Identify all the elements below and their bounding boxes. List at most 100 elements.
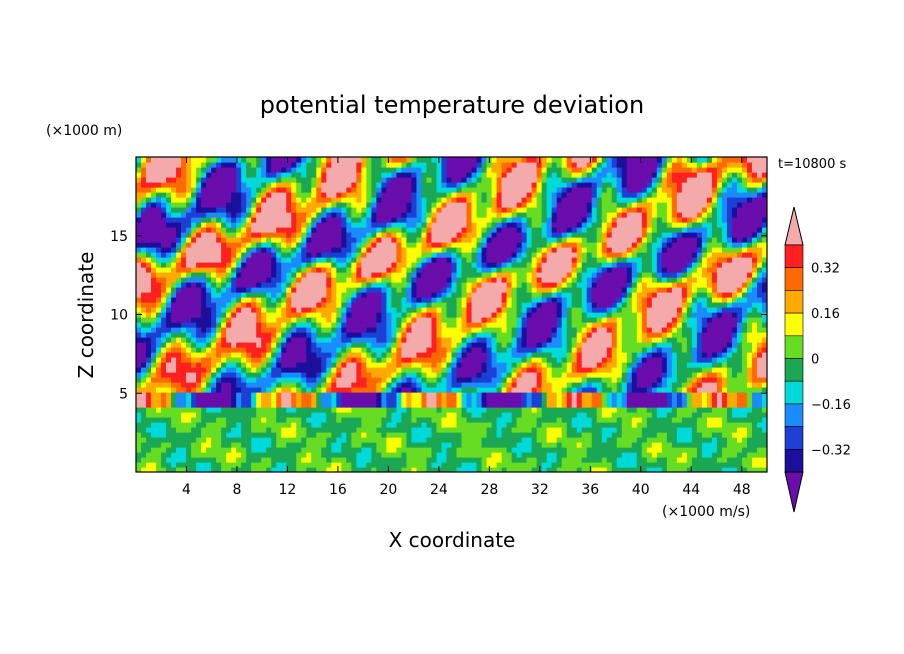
field-cell: [501, 342, 508, 348]
field-cell: [141, 462, 147, 468]
field-cell: [386, 367, 393, 373]
field-cell: [731, 292, 738, 298]
field-cell: [551, 347, 558, 353]
field-cell: [571, 457, 578, 463]
field-cell: [566, 357, 573, 363]
field-cell: [676, 317, 683, 323]
field-cell: [716, 382, 723, 388]
field-cell: [246, 442, 252, 448]
field-cell: [596, 287, 603, 293]
field-cell: [271, 367, 277, 373]
field-cell: [736, 342, 743, 348]
field-cell: [556, 452, 563, 458]
field-cell: [701, 307, 708, 313]
field-cell: [451, 467, 458, 472]
field-cell: [571, 372, 578, 378]
field-cell: [221, 367, 227, 373]
field-cell: [491, 312, 498, 318]
field-cell: [516, 342, 523, 348]
field-cell: [211, 302, 217, 308]
field-cell: [431, 457, 438, 463]
field-cell: [326, 332, 332, 338]
field-cell: [251, 317, 257, 323]
field-cell: [691, 437, 698, 443]
field-cell: [551, 427, 558, 433]
field-cell: [206, 422, 212, 428]
field-cell: [616, 287, 623, 293]
field-cell: [401, 337, 408, 343]
field-cell: [456, 342, 463, 348]
field-cell: [306, 307, 312, 313]
field-cell: [181, 362, 187, 368]
field-cell: [671, 412, 678, 418]
field-cell: [516, 367, 523, 373]
field-cell: [141, 457, 147, 463]
field-cell: [271, 287, 277, 293]
field-cell: [686, 397, 693, 403]
field-cell: [681, 307, 688, 313]
field-cell: [406, 297, 413, 303]
field-cell: [381, 447, 387, 453]
field-cell: [761, 382, 767, 388]
field-cell: [511, 327, 518, 333]
field-cell: [176, 382, 182, 388]
field-cell: [296, 432, 302, 438]
field-cell: [371, 452, 377, 458]
field-cell: [146, 422, 152, 428]
field-cell: [206, 327, 212, 333]
field-cell: [631, 357, 638, 363]
field-cell: [566, 462, 573, 468]
field-cell: [341, 432, 347, 438]
field-cell: [256, 312, 262, 318]
field-cell: [736, 407, 743, 413]
field-cell: [361, 402, 367, 408]
field-cell: [411, 307, 418, 313]
field-cell: [601, 302, 608, 308]
field-cell: [241, 317, 247, 323]
field-cell: [171, 362, 177, 368]
field-cell: [491, 302, 498, 308]
field-cell: [466, 462, 473, 468]
field-cell: [391, 347, 398, 353]
field-cell: [721, 342, 728, 348]
field-cell: [271, 327, 277, 333]
field-cell: [181, 412, 187, 418]
field-cell: [511, 397, 518, 403]
field-cell: [161, 272, 167, 278]
field-cell: [421, 377, 428, 383]
field-cell: [241, 442, 247, 448]
field-cell: [576, 282, 583, 288]
field-cell: [476, 452, 483, 458]
field-cell: [431, 407, 438, 413]
field-cell: [361, 377, 367, 383]
field-cell: [266, 337, 272, 343]
field-cell: [211, 462, 217, 468]
field-cell: [716, 437, 723, 443]
field-cell: [376, 297, 382, 303]
field-cell: [186, 347, 192, 353]
field-cell: [291, 427, 297, 433]
field-cell: [506, 282, 513, 288]
field-cell: [216, 322, 222, 328]
field-cell: [391, 312, 398, 318]
field-cell: [151, 457, 157, 463]
field-cell: [461, 287, 468, 293]
field-cell: [281, 352, 287, 358]
field-cell: [216, 462, 222, 468]
field-cell: [296, 427, 302, 433]
field-cell: [496, 377, 503, 383]
field-cell: [146, 317, 152, 323]
field-cell: [581, 397, 588, 403]
field-cell: [571, 297, 578, 303]
field-cell: [706, 417, 713, 423]
field-cell: [746, 387, 753, 393]
field-cell: [151, 397, 157, 403]
field-cell: [166, 317, 172, 323]
field-cell: [421, 417, 428, 423]
field-cell: [621, 317, 628, 323]
field-cell: [386, 322, 393, 328]
field-cell: [761, 377, 767, 383]
field-cell: [141, 272, 147, 278]
field-cell: [296, 287, 302, 293]
field-cell: [156, 372, 162, 378]
